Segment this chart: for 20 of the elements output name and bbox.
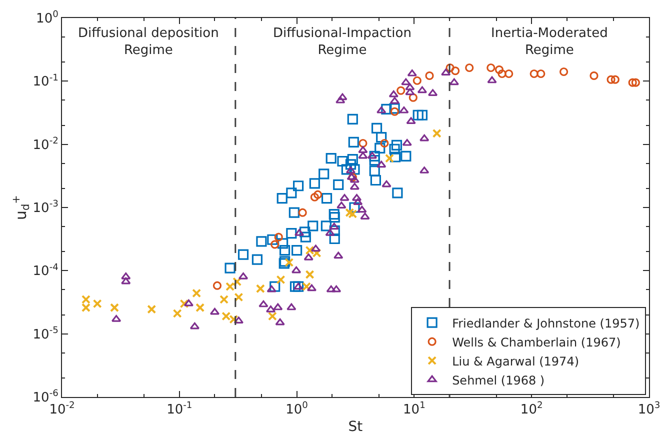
x-axis-title: St xyxy=(348,418,364,435)
y-tick-label: 10$^{-4}$ xyxy=(32,262,59,280)
x-tick-label: 10$^{0}$ xyxy=(286,401,308,418)
y-tick-label: 10$^{0}$ xyxy=(36,10,59,27)
x-tick-label: 10$^{1}$ xyxy=(403,401,426,418)
annotation: Diffusional-Impaction Regime xyxy=(273,26,412,58)
legend-label: Liu & Agarwal (1974) xyxy=(452,354,580,368)
x-tick-label: 10$^{-1}$ xyxy=(166,401,192,418)
y-tick-label: 10$^{-1}$ xyxy=(32,73,58,90)
x-tick-label: 10$^{3}$ xyxy=(638,401,660,418)
x-tick-label: 10$^{2}$ xyxy=(520,401,543,418)
legend-label: Friedlander & Johnstone (1957) xyxy=(452,316,640,330)
y-tick-label: 10$^{-5}$ xyxy=(32,326,58,342)
annotation: Diffusional deposition Regime xyxy=(78,26,219,58)
legend-label: Sehmel (1968 ) xyxy=(452,373,545,388)
x-tick-label: 10$^{-2}$ xyxy=(49,401,75,418)
y-tick-label: 10$^{-3}$ xyxy=(32,200,59,216)
y-tick-label: 10$^{-2}$ xyxy=(32,136,58,153)
legend-label: Wells & Chamberlain (1967) xyxy=(452,335,621,350)
annotation: Inertia-Moderated Regime xyxy=(491,26,608,58)
